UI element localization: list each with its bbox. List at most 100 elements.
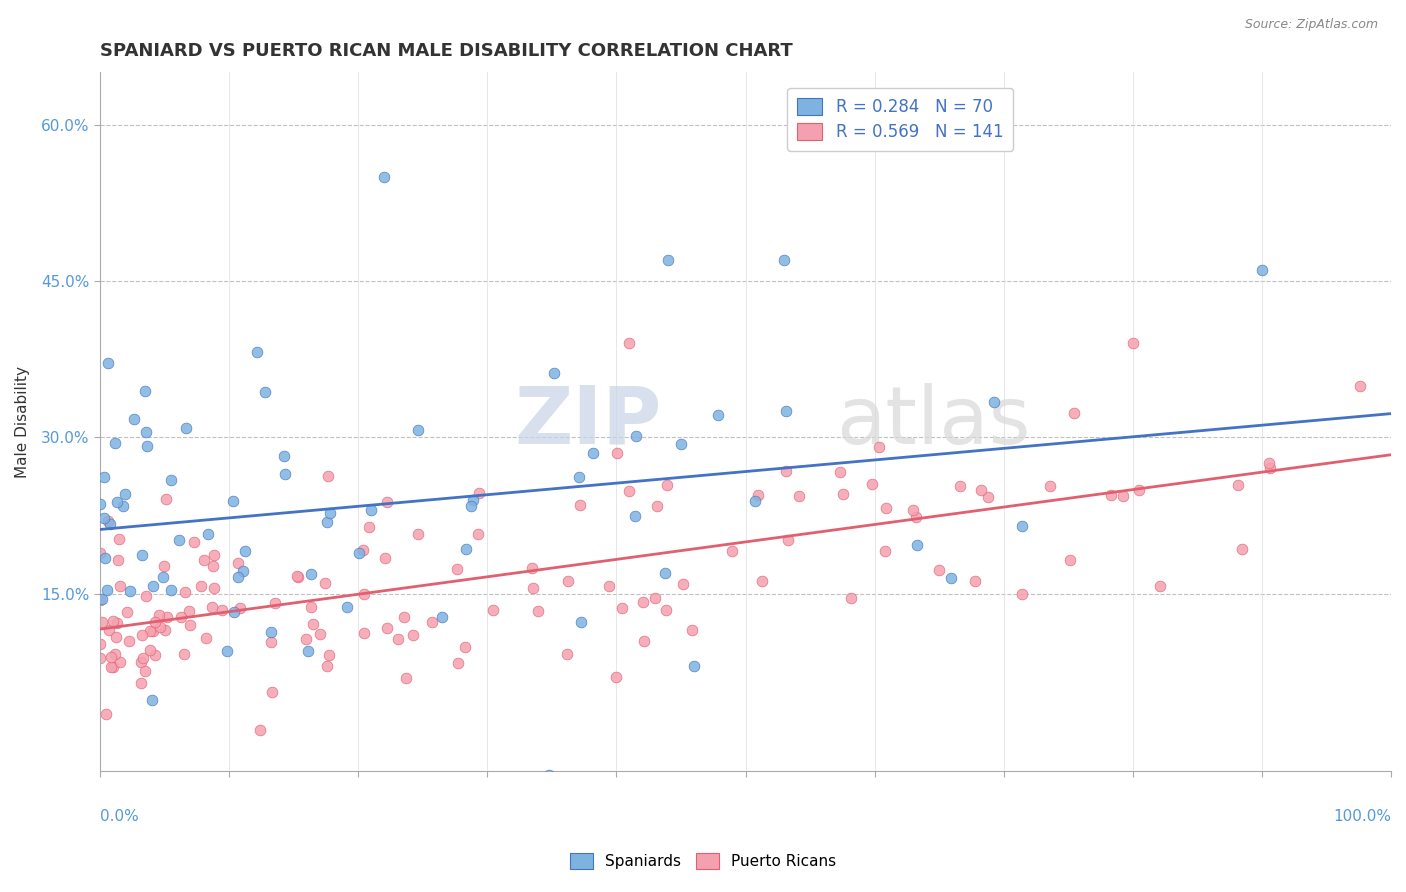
Point (522, 581, 544, 595)
Point (264, 596, 287, 610)
Point (98, 623, 121, 637)
Point (617, 483, 640, 498)
Point (233, 543, 256, 558)
Point (773, 253, 796, 268)
Point (89, 593, 111, 607)
Point (299, 567, 322, 582)
Point (153, 558, 176, 573)
Point (357, 520, 380, 534)
Point (302, 617, 325, 632)
Point (90, 592, 112, 607)
Point (392, 610, 415, 624)
Point (543, 366, 565, 380)
Point (395, 671, 418, 685)
Point (131, 628, 153, 642)
Point (1128, 483, 1150, 498)
Point (153, 623, 176, 637)
Point (1348, 379, 1371, 393)
Point (721, 544, 744, 558)
Point (105, 630, 128, 644)
Point (89, 546, 111, 560)
Point (1251, 263, 1274, 277)
Point (152, 570, 174, 584)
Point (360, 503, 382, 517)
Point (875, 501, 897, 516)
Point (183, 534, 205, 549)
Point (905, 538, 928, 552)
Point (108, 579, 131, 593)
Point (582, 445, 605, 459)
Point (446, 562, 468, 576)
Point (606, 446, 628, 460)
Text: atlas: atlas (837, 383, 1031, 460)
Point (904, 509, 927, 524)
Point (94, 706, 117, 721)
Point (353, 625, 375, 640)
Y-axis label: Male Disability: Male Disability (15, 366, 30, 477)
Point (224, 606, 246, 620)
Point (314, 576, 336, 591)
Point (309, 627, 332, 641)
Point (1258, 461, 1281, 475)
Point (555, 647, 578, 661)
Point (467, 527, 489, 541)
Point (259, 635, 281, 649)
Point (222, 494, 245, 508)
Point (135, 425, 157, 439)
Point (336, 599, 359, 614)
Point (1149, 579, 1171, 593)
Point (1099, 488, 1122, 502)
Point (569, 498, 592, 512)
Point (744, 494, 766, 508)
Point (94, 550, 117, 565)
Point (316, 469, 339, 483)
Point (654, 603, 676, 617)
Point (160, 474, 183, 488)
Point (841, 591, 863, 605)
Point (402, 628, 425, 642)
Point (654, 566, 676, 581)
Point (430, 610, 453, 624)
Point (460, 499, 482, 513)
Point (173, 647, 195, 661)
Point (557, 574, 579, 588)
Point (970, 483, 993, 497)
Point (104, 647, 127, 661)
Point (683, 659, 706, 673)
Point (287, 570, 309, 584)
Point (316, 659, 339, 673)
Point (226, 556, 249, 570)
Point (112, 499, 135, 513)
Point (1226, 478, 1249, 492)
Point (104, 436, 127, 450)
Point (211, 603, 233, 617)
Point (406, 423, 429, 437)
Point (319, 506, 342, 520)
Point (454, 640, 477, 654)
Point (101, 660, 124, 674)
Point (143, 648, 166, 663)
Point (259, 624, 281, 639)
Point (461, 493, 484, 508)
Point (644, 591, 666, 605)
Point (97, 356, 120, 370)
Point (1011, 586, 1033, 600)
Point (373, 169, 395, 184)
Point (148, 608, 170, 623)
Point (89, 637, 111, 651)
Point (295, 632, 318, 647)
Point (406, 527, 429, 541)
Point (1122, 336, 1144, 351)
Point (122, 411, 145, 425)
Point (108, 533, 131, 547)
Point (1257, 456, 1279, 470)
Point (100, 660, 122, 674)
Point (751, 574, 773, 589)
Point (526, 604, 548, 618)
Point (190, 579, 212, 593)
Point (215, 644, 238, 658)
Point (89, 651, 111, 665)
Point (132, 650, 155, 665)
Point (139, 624, 162, 638)
Point (977, 490, 1000, 504)
